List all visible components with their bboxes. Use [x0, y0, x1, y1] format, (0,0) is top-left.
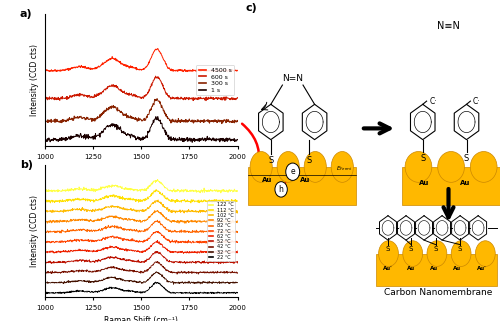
FancyBboxPatch shape: [376, 254, 498, 286]
Text: S: S: [434, 246, 438, 252]
Text: N≡N: N≡N: [437, 21, 460, 31]
Text: S: S: [420, 154, 426, 163]
Ellipse shape: [304, 152, 326, 182]
Text: c): c): [245, 3, 257, 13]
Text: S: S: [458, 246, 462, 252]
X-axis label: Raman Shift (cm⁻¹): Raman Shift (cm⁻¹): [104, 316, 178, 321]
Text: Au: Au: [419, 180, 429, 186]
Text: Au': Au': [383, 265, 393, 271]
Text: S: S: [268, 156, 274, 165]
Text: S: S: [386, 246, 390, 252]
Ellipse shape: [277, 152, 299, 182]
Ellipse shape: [405, 152, 432, 182]
Ellipse shape: [331, 152, 353, 182]
Text: S: S: [464, 154, 469, 163]
Ellipse shape: [250, 152, 272, 182]
Text: h: h: [278, 185, 283, 194]
Legend: 122 °C, 112 °C, 102 °C, 92 °C, 82 °C, 72 °C, 62 °C, 52 °C, 42 °C, 32 °C, 22 °C: 122 °C, 112 °C, 102 °C, 92 °C, 82 °C, 72…: [207, 201, 235, 261]
Ellipse shape: [438, 152, 464, 182]
Text: Au': Au': [477, 265, 487, 271]
FancyBboxPatch shape: [248, 167, 356, 205]
Circle shape: [286, 163, 300, 180]
Text: Au: Au: [430, 265, 438, 271]
Ellipse shape: [476, 241, 495, 266]
Text: S: S: [409, 246, 414, 252]
Ellipse shape: [403, 241, 422, 266]
X-axis label: Raman Shift (cm⁻¹): Raman Shift (cm⁻¹): [104, 165, 178, 174]
Text: e: e: [290, 167, 295, 176]
Legend: 4500 s, 600 s, 300 s, 1 s: 4500 s, 600 s, 300 s, 1 s: [196, 65, 234, 95]
Y-axis label: Intensity (CCD cts): Intensity (CCD cts): [30, 44, 40, 116]
Text: Au: Au: [407, 265, 415, 271]
Text: C·: C·: [429, 97, 437, 106]
Text: Au: Au: [262, 177, 272, 183]
Text: S: S: [307, 156, 312, 165]
Text: a): a): [20, 9, 32, 19]
Ellipse shape: [378, 241, 398, 266]
Y-axis label: Intensity (CCD cts): Intensity (CCD cts): [30, 195, 40, 267]
Ellipse shape: [451, 241, 471, 266]
Text: Au: Au: [454, 265, 462, 271]
Circle shape: [275, 182, 287, 197]
Text: Au: Au: [460, 180, 470, 186]
Text: $E_{Fermi}$: $E_{Fermi}$: [336, 164, 352, 173]
FancyBboxPatch shape: [402, 167, 500, 205]
Text: Carbon Nanomembrane: Carbon Nanomembrane: [384, 288, 492, 297]
Ellipse shape: [470, 152, 497, 182]
Text: Au: Au: [300, 177, 311, 183]
Text: C·: C·: [473, 97, 480, 106]
Ellipse shape: [427, 241, 447, 266]
Text: b): b): [20, 160, 33, 170]
Text: N=N: N=N: [282, 74, 303, 83]
